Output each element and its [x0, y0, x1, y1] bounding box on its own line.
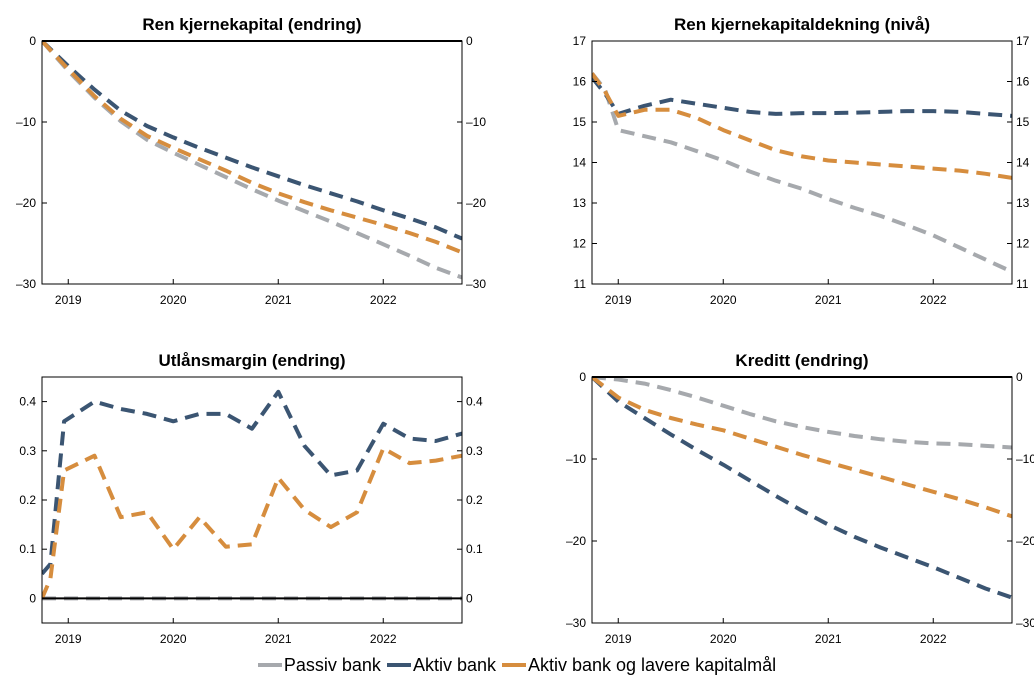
chart-title: Ren kjernekapital (endring): [142, 15, 361, 34]
series-line-passiv-bank: [592, 72, 1012, 274]
y-tick-label-right: 0.2: [466, 493, 483, 507]
x-tick-label: 2019: [605, 293, 632, 307]
legend-label-aktiv: Aktiv bank: [412, 654, 496, 675]
y-tick-label-right: 0.3: [466, 444, 483, 458]
x-tick-label: 2022: [370, 293, 397, 307]
y-tick-label-right: 11: [1016, 277, 1029, 291]
y-tick-label-left: 0.2: [19, 493, 36, 507]
series-line-aktiv-bank: [592, 76, 1012, 118]
y-tick-label-right: –20: [1016, 534, 1034, 548]
chart-grid: Ren kjernekapital (endring) 0 0 –10 –10 –20 –2…: [16, 15, 1034, 646]
y-tick-label-left: 14: [573, 156, 587, 170]
y-tick-label-right: 0: [466, 34, 473, 48]
series-line-passiv-bank: [42, 41, 462, 280]
y-tick-label-right: 16: [1016, 75, 1030, 89]
plot-frame: [591, 376, 1013, 624]
series-line-aktiv-bank: [592, 377, 1012, 600]
series-line-passiv-bank: [592, 377, 1012, 450]
y-tick-label-right: –30: [466, 277, 486, 291]
y-tick-label-left: –30: [16, 277, 36, 291]
series-line-aktiv-bank-og-lavere-kapitalm-l: [592, 377, 1012, 519]
y-tick-label-right: –10: [466, 115, 486, 129]
series-line-aktiv-bank-og-lavere-kapitalm-l: [592, 72, 1012, 180]
x-tick-label: 2019: [55, 293, 82, 307]
x-tick-label: 2020: [160, 632, 187, 646]
y-tick-label-right: –30: [1016, 616, 1034, 630]
x-tick-label: 2021: [265, 293, 292, 307]
chart-panel-2: Ren kjernekapitaldekning (nivå) 11 11 12 12 1…: [573, 15, 1030, 307]
x-tick-label: 2020: [710, 293, 737, 307]
y-tick-label-left: 11: [574, 277, 587, 291]
y-tick-label-left: 17: [573, 34, 587, 48]
chart-panel-3: Utlånsmargin (endring) 0 0 0.1 0.1 0.2 0.2 0.3 0…: [19, 351, 483, 646]
legend-item-aktiv-lavere: Aktiv bank og lavere kapitalmål: [501, 654, 777, 676]
legend-swatch-aktiv: [386, 663, 411, 667]
y-tick-label-left: –30: [566, 616, 586, 630]
y-tick-label-right: 0.1: [466, 542, 483, 556]
y-tick-label-left: –20: [16, 196, 36, 210]
x-tick-label: 2022: [920, 293, 947, 307]
y-tick-label-right: 13: [1016, 196, 1030, 210]
series-line-aktiv-bank-og-lavere-kapitalm-l: [42, 446, 462, 600]
x-tick-label: 2021: [815, 632, 842, 646]
chart-title: Ren kjernekapitaldekning (nivå): [674, 15, 930, 34]
legend: Passiv bank Aktiv bank Aktiv bank og lav…: [0, 652, 1034, 678]
x-tick-label: 2020: [710, 632, 737, 646]
x-tick-label: 2021: [265, 632, 292, 646]
y-tick-label-right: 17: [1016, 34, 1030, 48]
legend-swatch-aktiv-lavere: [501, 663, 526, 667]
plot-frame: [41, 376, 463, 624]
y-tick-label-left: –10: [566, 452, 586, 466]
x-tick-label: 2019: [55, 632, 82, 646]
x-tick-label: 2021: [815, 293, 842, 307]
legend-label-aktiv-lavere: Aktiv bank og lavere kapitalmål: [527, 654, 777, 675]
plot-frame: [41, 40, 463, 285]
chart-panel-1: Ren kjernekapital (endring) 0 0 –10 –10 –20 –2…: [16, 15, 486, 307]
y-tick-label-left: 0: [29, 591, 36, 605]
y-tick-label-left: 13: [573, 196, 587, 210]
x-tick-label: 2020: [160, 293, 187, 307]
y-tick-label-left: –20: [566, 534, 586, 548]
y-tick-label-left: 16: [573, 75, 587, 89]
y-tick-label-right: 0: [1016, 370, 1023, 384]
plot-frame: [591, 40, 1013, 285]
series-line-aktiv-bank: [42, 41, 462, 241]
legend-swatch-passiv: [257, 663, 282, 667]
legend-label-passiv: Passiv bank: [283, 654, 381, 675]
chart-panel-4: Kreditt (endring) 0 0 –10 –10 –20 –20 –30 –30 201…: [566, 351, 1034, 646]
y-tick-label-right: –20: [466, 196, 486, 210]
y-tick-label-left: 0.4: [19, 395, 36, 409]
y-tick-label-left: 0: [579, 370, 586, 384]
series-line-aktiv-bank: [42, 389, 462, 576]
y-tick-label-left: –10: [16, 115, 36, 129]
y-tick-label-right: 0.4: [466, 395, 483, 409]
y-tick-label-left: 0.3: [19, 444, 36, 458]
chart-title: Kreditt (endring): [735, 351, 868, 370]
y-tick-label-right: 15: [1016, 115, 1030, 129]
chart-title: Utlånsmargin (endring): [158, 351, 345, 370]
y-tick-label-left: 0.1: [19, 542, 36, 556]
series-line-aktiv-bank-og-lavere-kapitalm-l: [42, 41, 462, 255]
y-tick-label-right: –10: [1016, 452, 1034, 466]
x-tick-label: 2022: [920, 632, 947, 646]
x-tick-label: 2019: [605, 632, 632, 646]
y-tick-label-right: 12: [1016, 237, 1030, 251]
legend-item-passiv: Passiv bank: [257, 654, 381, 676]
y-tick-label-right: 14: [1016, 156, 1030, 170]
y-tick-label-left: 12: [573, 237, 587, 251]
y-tick-label-left: 0: [29, 34, 36, 48]
y-tick-label-right: 0: [466, 591, 473, 605]
x-tick-label: 2022: [370, 632, 397, 646]
legend-item-aktiv: Aktiv bank: [386, 654, 496, 676]
y-tick-label-left: 15: [573, 115, 587, 129]
